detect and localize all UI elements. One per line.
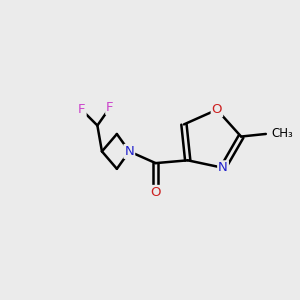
Text: F: F bbox=[78, 103, 85, 116]
Text: N: N bbox=[124, 145, 134, 158]
Text: O: O bbox=[212, 103, 222, 116]
Text: N: N bbox=[218, 161, 228, 174]
Text: F: F bbox=[106, 101, 114, 114]
Text: CH₃: CH₃ bbox=[271, 128, 293, 140]
Text: O: O bbox=[150, 186, 161, 199]
